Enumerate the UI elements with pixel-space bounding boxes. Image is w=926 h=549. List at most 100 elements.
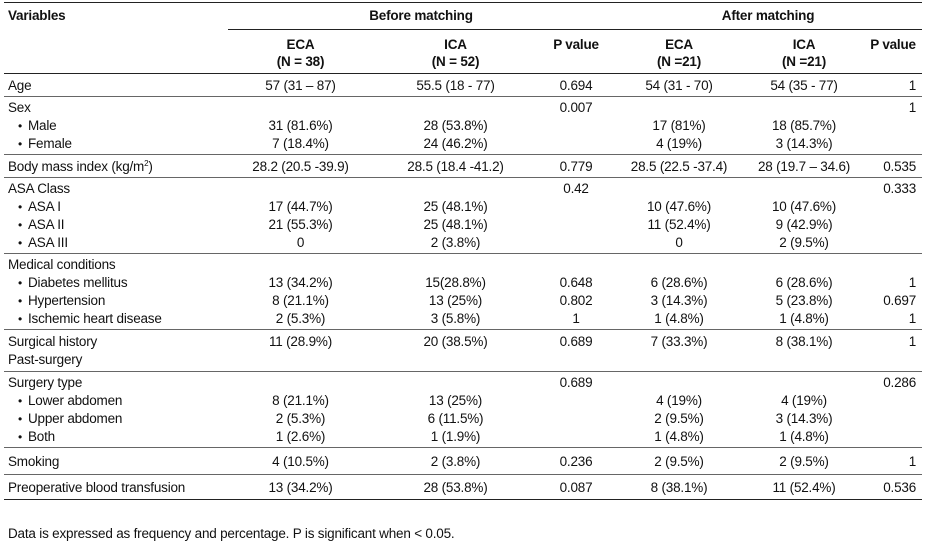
row-label: • Upper abdomen — [4, 410, 228, 428]
row-label: • ASA II — [4, 216, 228, 234]
empty-cell — [538, 254, 614, 275]
cell: 1 — [538, 310, 615, 330]
empty-cell — [538, 117, 614, 135]
cell: 1 (1.9%) — [373, 428, 538, 448]
row-asa: ASA Class 0.42 0.333 — [4, 178, 922, 199]
row-label: • Lower abdomen — [4, 392, 228, 410]
label-text: Both — [28, 429, 55, 444]
cell: 24 (46.2%) — [373, 135, 538, 155]
label-text: Lower abdomen — [28, 393, 123, 408]
bullet-icon: • — [18, 276, 23, 290]
empty-cell — [373, 372, 538, 393]
bullet-icon: • — [18, 312, 23, 326]
cell: 13 (34.2%) — [268, 480, 333, 495]
cell: 1 — [908, 100, 917, 115]
cell: 17 (44.7%) — [268, 199, 333, 214]
cell: 1 (2.6%) — [228, 428, 373, 448]
header-ica-before: ICA (N = 52) — [373, 30, 538, 74]
empty-cell — [228, 372, 373, 393]
empty-cell — [614, 178, 744, 199]
cell: 0.007 — [559, 100, 593, 115]
cell: 1 — [864, 329, 923, 372]
cell: 18 (85.7%) — [771, 118, 837, 133]
cell: 8 (38.1%) — [744, 329, 865, 372]
empty-cell — [373, 254, 538, 275]
row-label: • Both — [4, 428, 228, 448]
empty-cell — [864, 117, 922, 135]
row-asa-iii: • ASA III 0 2 (3.8%) 0 2 (9.5%) — [4, 234, 923, 254]
header-label: ECA — [665, 37, 693, 52]
header-n: (N = 38) — [276, 54, 325, 69]
header-row-columns: ECA (N = 38) ICA (N = 52) P value ECA (N =2… — [4, 30, 923, 74]
cell: 10 (47.6%) — [771, 199, 837, 214]
label-text: Upper abdomen — [28, 411, 123, 426]
cell: 0.536 — [883, 480, 917, 495]
empty-cell — [373, 178, 538, 199]
label-text: Body mass index (kg/m — [8, 159, 145, 174]
row-age: Age 57 (31 – 87) 55.5 (18 - 77) 0.694 54… — [4, 73, 923, 97]
label-text: Past-surgery — [8, 352, 83, 367]
cell: 3 (14.3%) — [744, 135, 865, 155]
header-label: P value — [553, 37, 599, 52]
row-label: • Female — [4, 135, 228, 155]
row-label: ASA Class — [8, 181, 70, 196]
cell: 57 (31 – 87) — [228, 73, 373, 97]
header-label: ECA — [286, 37, 315, 52]
cell: 2 (9.5%) — [614, 447, 745, 475]
row-surgery-type: Surgery type 0.689 0.286 — [4, 372, 922, 393]
label-text: ASA I — [28, 199, 61, 214]
header-variables: Variables — [8, 8, 66, 23]
cell: 3 (14.3%) — [650, 293, 708, 308]
row-medical-conditions: Medical conditions — [4, 254, 922, 275]
label-text: Surgical history — [8, 334, 98, 349]
cell: 2 (3.8%) — [373, 234, 538, 254]
row-label: • Hypertension — [4, 292, 228, 310]
cell: 7 (18.4%) — [228, 135, 373, 155]
cell: 54 (31 - 70) — [614, 73, 745, 97]
row-label: Sex — [8, 100, 31, 115]
empty-cell — [614, 97, 744, 118]
bullet-icon: • — [18, 430, 23, 444]
cell: 28 (53.8%) — [423, 480, 488, 495]
header-row-groups: Variables Before matching After matching — [4, 2, 923, 30]
cell: 3 (14.3%) — [775, 411, 833, 426]
row-upper-abdomen: • Upper abdomen 2 (5.3%) 6 (11.5%) 2 (9.5… — [4, 410, 922, 428]
label-text: Ischemic heart disease — [28, 311, 162, 326]
header-n: (N = 52) — [431, 54, 480, 69]
header-pvalue-before: P value — [538, 30, 614, 74]
cell: 20 (38.5%) — [373, 329, 538, 372]
cell: 7 (33.3%) — [614, 329, 745, 372]
bullet-icon: • — [18, 294, 23, 308]
row-male: • Male 31 (81.6%) 28 (53.8%) 17 (81%) 18 … — [4, 117, 922, 135]
cell: 0.697 — [883, 293, 917, 308]
cell: 0.286 — [883, 375, 917, 390]
header-label: P value — [870, 37, 916, 52]
cell: 8 (21.1%) — [272, 393, 329, 408]
cell: 5 (23.8%) — [775, 293, 833, 308]
cell: 1 (4.8%) — [744, 428, 865, 448]
cell: 9 (42.9%) — [775, 217, 833, 232]
header-label: ICA — [792, 37, 816, 52]
cell: 2 (9.5%) — [654, 411, 704, 426]
header-eca-before: ECA (N = 38) — [228, 30, 373, 74]
cell: 31 (81.6%) — [268, 118, 333, 133]
row-asa-i: • ASA I 17 (44.7%) 25 (48.1%) 10 (47.6%) … — [4, 198, 922, 216]
cell: 11 (28.9%) — [228, 329, 373, 372]
cell: 28 (53.8%) — [423, 118, 488, 133]
empty-cell — [614, 372, 744, 393]
row-label: • Diabetes mellitus — [4, 274, 228, 292]
cell: 0.535 — [864, 154, 923, 178]
cell: 6 (28.6%) — [650, 275, 708, 290]
matching-table: Variables Before matching After matching… — [4, 2, 923, 500]
cell: 0 — [614, 234, 745, 254]
cell: 13 (25%) — [428, 293, 483, 308]
bullet-icon: • — [18, 236, 23, 250]
row-label: • Ischemic heart disease — [4, 310, 228, 330]
header-after-matching: After matching — [614, 2, 923, 30]
row-label: Body mass index (kg/m2) — [4, 154, 228, 178]
row-blood-transfusion: Preoperative blood transfusion 13 (34.2%… — [4, 475, 923, 500]
cell: 13 (25%) — [428, 393, 483, 408]
cell: 1 (4.8%) — [614, 310, 745, 330]
cell: 3 (5.8%) — [373, 310, 538, 330]
